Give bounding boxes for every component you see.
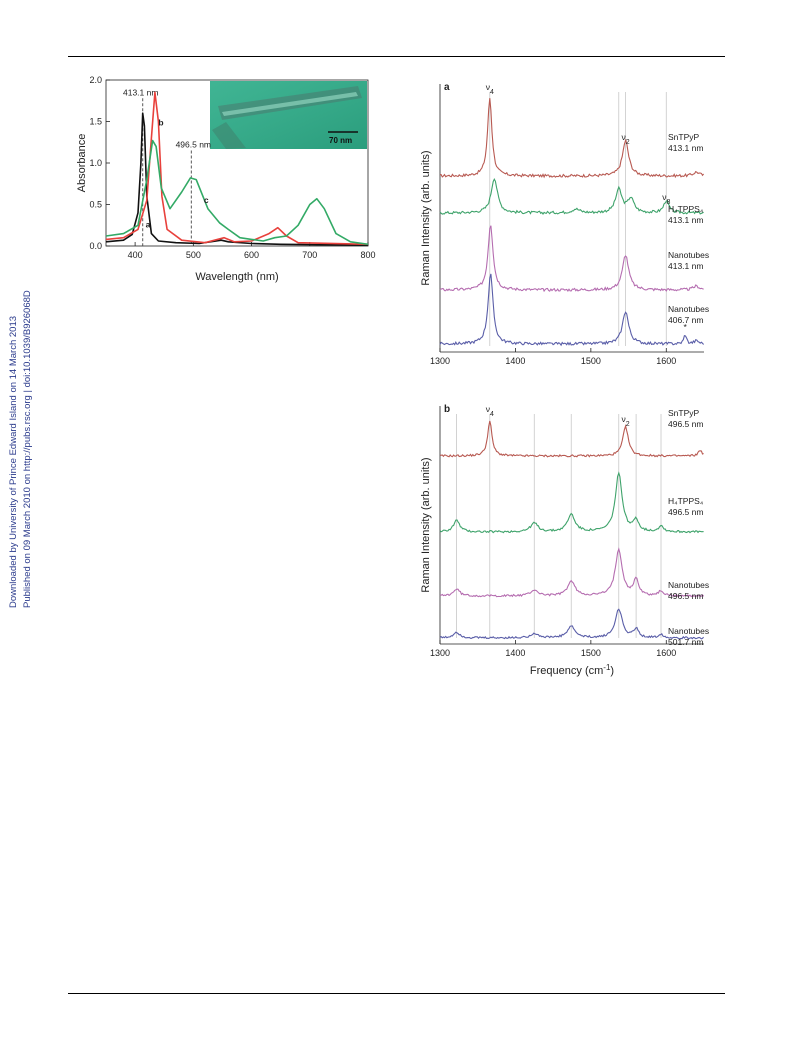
absorbance-figure: 400 500 600 700 800 0.0 0.5 1.0 1.5 2.0 70 nm 413…	[76, 70, 376, 290]
raman-y-axis-title: Raman Intensity (arb. units)	[420, 150, 432, 285]
raman-peak-label: ν4	[486, 82, 494, 96]
absorbance-series-b	[105, 91, 369, 246]
absorbance-x-axis-title: Wavelength (nm)	[195, 271, 278, 283]
raman-spectrum	[439, 608, 704, 640]
absorbance-series-c	[105, 139, 369, 246]
raman-spectrum	[439, 225, 704, 293]
raman-spectrum-name: SnTPyP	[668, 132, 700, 142]
raman-spectrum-excitation: 406.7 nm	[668, 315, 703, 325]
raman-spectrum	[439, 420, 704, 458]
absorbance-series-label-a: a	[146, 220, 151, 230]
raman-x-tick-label: 1500	[581, 648, 601, 658]
raman-spectrum-excitation: 413.1 nm	[668, 215, 703, 225]
absorbance-y-tick-label: 0.5	[89, 200, 102, 210]
raman-spectrum-name: H₄TPPS₄	[668, 204, 704, 214]
tem-inset-image: 70 nm	[210, 81, 367, 149]
absorbance-x-tick-label: 400	[128, 250, 143, 260]
raman-figure-a: a 1300 1400 1500 1600 Raman Intensity (arb. u…	[418, 76, 718, 376]
absorbance-y-axis-title: Absorbance	[76, 134, 88, 193]
raman-spectrum	[439, 471, 704, 534]
wavelength-marker-label: 496.5 nm	[176, 140, 211, 150]
raman-spectrum-name: Nanotubes	[668, 626, 709, 636]
absorbance-y-tick-label: 0.0	[89, 241, 102, 251]
absorbance-series-label-b: b	[158, 118, 163, 128]
absorbance-x-tick-label: 500	[186, 250, 201, 260]
inset-scale-label: 70 nm	[329, 136, 352, 145]
raman-figure-b: b 1300 1400 1500 1600 Raman Intensity (arb. u…	[418, 398, 718, 690]
raman-peak-label: ν2	[621, 132, 629, 146]
raman-peak-label: ν4	[486, 404, 494, 418]
raman-spectrum-excitation: 496.5 nm	[668, 419, 703, 429]
raman-peak-label: ν2	[621, 414, 629, 428]
absorbance-y-tick-label: 1.5	[89, 117, 102, 127]
footer-rule	[68, 993, 725, 994]
raman-spectrum-excitation: 413.1 nm	[668, 143, 703, 153]
raman-spectrum-excitation: 496.5 nm	[668, 591, 703, 601]
raman-spectrum	[439, 547, 705, 598]
download-note-line-1: Downloaded by University of Prince Edwar…	[8, 316, 19, 608]
download-note-line-2: Published on 09 March 2010 on http://pub…	[22, 290, 33, 608]
raman-x-tick-label: 1300	[430, 648, 450, 658]
raman-spectrum-excitation: 501.7 nm	[668, 637, 703, 647]
raman-x-tick-label: 1400	[505, 356, 525, 366]
raman-spectrum-name: Nanotubes	[668, 304, 709, 314]
header-rule	[68, 56, 725, 57]
raman-spectrum-name: Nanotubes	[668, 580, 709, 590]
raman-spectrum-name: SnTPyP	[668, 408, 700, 418]
raman-peak-label: ν8	[662, 192, 670, 206]
raman-panel-letter: b	[444, 404, 450, 415]
raman-x-tick-label: 1400	[505, 648, 525, 658]
raman-x-tick-label: 1300	[430, 356, 450, 366]
raman-peak-marker: *	[683, 322, 687, 332]
wavelength-marker-label: 413.1 nm	[123, 87, 158, 97]
absorbance-x-tick-label: 700	[302, 250, 317, 260]
raman-x-tick-label: 1600	[656, 648, 676, 658]
raman-spectrum-excitation: 413.1 nm	[668, 261, 703, 271]
raman-spectrum	[439, 98, 705, 179]
absorbance-x-tick-label: 600	[244, 250, 259, 260]
download-note: Downloaded by University of Prince Edwar…	[4, 270, 38, 610]
absorbance-x-tick-label: 800	[360, 250, 375, 260]
raman-spectrum-name: Nanotubes	[668, 250, 709, 260]
absorbance-series-label-c: c	[204, 195, 209, 205]
absorbance-y-tick-label: 2.0	[89, 75, 102, 85]
raman-spectrum-name: H₄TPPS₄	[668, 496, 704, 506]
raman-x-tick-label: 1500	[581, 356, 601, 366]
raman-x-axis-title: Frequency (cm-1)	[530, 663, 614, 678]
raman-panel-letter: a	[444, 82, 450, 93]
raman-x-tick-label: 1600	[656, 356, 676, 366]
raman-spectrum	[439, 177, 704, 215]
absorbance-y-tick-label: 1.0	[89, 158, 102, 168]
raman-y-axis-title: Raman Intensity (arb. units)	[420, 457, 432, 592]
raman-spectrum-excitation: 496.5 nm	[668, 507, 703, 517]
raman-spectrum	[439, 273, 705, 347]
